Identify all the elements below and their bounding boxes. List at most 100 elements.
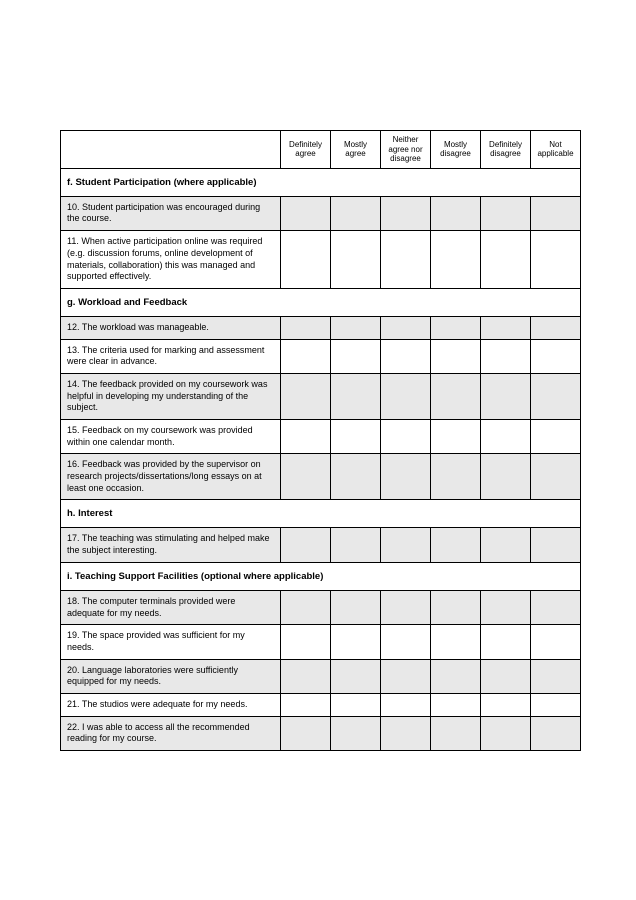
q20-c3[interactable] [381, 659, 431, 693]
row-q12: 12. The workload was manageable. [61, 316, 581, 339]
q20-c5[interactable] [481, 659, 531, 693]
q14-c5[interactable] [481, 373, 531, 419]
q15-c5[interactable] [481, 420, 531, 454]
q11-c3[interactable] [381, 231, 431, 289]
header-row: Definitely agree Mostly agree Neither ag… [61, 131, 581, 169]
q19-c6[interactable] [531, 625, 581, 659]
q15-c1[interactable] [281, 420, 331, 454]
q15-c3[interactable] [381, 420, 431, 454]
q19-c4[interactable] [431, 625, 481, 659]
q18-c2[interactable] [331, 590, 381, 624]
q14-c1[interactable] [281, 373, 331, 419]
q22-c3[interactable] [381, 716, 431, 750]
q20-c2[interactable] [331, 659, 381, 693]
q17-c3[interactable] [381, 528, 431, 562]
q13-c4[interactable] [431, 339, 481, 373]
q14-c3[interactable] [381, 373, 431, 419]
q11-c4[interactable] [431, 231, 481, 289]
q10-c4[interactable] [431, 196, 481, 230]
row-q16: 16. Feedback was provided by the supervi… [61, 454, 581, 500]
q18-c4[interactable] [431, 590, 481, 624]
row-q19: 19. The space provided was sufficient fo… [61, 625, 581, 659]
q21-c6[interactable] [531, 693, 581, 716]
q13-c5[interactable] [481, 339, 531, 373]
q16-c5[interactable] [481, 454, 531, 500]
q15-c6[interactable] [531, 420, 581, 454]
q15-c4[interactable] [431, 420, 481, 454]
q12-c5[interactable] [481, 316, 531, 339]
q11-c5[interactable] [481, 231, 531, 289]
q20-c1[interactable] [281, 659, 331, 693]
survey-table: Definitely agree Mostly agree Neither ag… [60, 130, 581, 751]
q14-c6[interactable] [531, 373, 581, 419]
q10-c5[interactable] [481, 196, 531, 230]
q22-c6[interactable] [531, 716, 581, 750]
q16-c3[interactable] [381, 454, 431, 500]
section-f: f. Student Participation (where applicab… [61, 168, 581, 196]
q21-c1[interactable] [281, 693, 331, 716]
q13-c1[interactable] [281, 339, 331, 373]
q22-c2[interactable] [331, 716, 381, 750]
q21-c2[interactable] [331, 693, 381, 716]
q20-text: 20. Language laboratories were sufficien… [61, 659, 281, 693]
q18-c1[interactable] [281, 590, 331, 624]
q21-c5[interactable] [481, 693, 531, 716]
row-q18: 18. The computer terminals provided were… [61, 590, 581, 624]
q10-c1[interactable] [281, 196, 331, 230]
q19-c2[interactable] [331, 625, 381, 659]
q19-text: 19. The space provided was sufficient fo… [61, 625, 281, 659]
q15-c2[interactable] [331, 420, 381, 454]
col-not-applicable: Not applicable [531, 131, 581, 169]
q10-c6[interactable] [531, 196, 581, 230]
q22-c5[interactable] [481, 716, 531, 750]
q12-c6[interactable] [531, 316, 581, 339]
section-i-label: i. Teaching Support Facilities (optional… [61, 562, 581, 590]
q20-c6[interactable] [531, 659, 581, 693]
q19-c5[interactable] [481, 625, 531, 659]
q16-c6[interactable] [531, 454, 581, 500]
q17-c5[interactable] [481, 528, 531, 562]
q11-c2[interactable] [331, 231, 381, 289]
row-q22: 22. I was able to access all the recomme… [61, 716, 581, 750]
col-neither: Neither agree nor disagree [381, 131, 431, 169]
q11-c6[interactable] [531, 231, 581, 289]
q16-c4[interactable] [431, 454, 481, 500]
row-q17: 17. The teaching was stimulating and hel… [61, 528, 581, 562]
q14-c4[interactable] [431, 373, 481, 419]
q13-c3[interactable] [381, 339, 431, 373]
q18-c6[interactable] [531, 590, 581, 624]
q10-c3[interactable] [381, 196, 431, 230]
q16-c1[interactable] [281, 454, 331, 500]
section-g: g. Workload and Feedback [61, 288, 581, 316]
q12-c1[interactable] [281, 316, 331, 339]
q18-c3[interactable] [381, 590, 431, 624]
q17-c4[interactable] [431, 528, 481, 562]
q17-c1[interactable] [281, 528, 331, 562]
q17-c6[interactable] [531, 528, 581, 562]
q17-c2[interactable] [331, 528, 381, 562]
q16-c2[interactable] [331, 454, 381, 500]
q12-c3[interactable] [381, 316, 431, 339]
q14-c2[interactable] [331, 373, 381, 419]
q18-c5[interactable] [481, 590, 531, 624]
col-mostly-agree: Mostly agree [331, 131, 381, 169]
q22-c1[interactable] [281, 716, 331, 750]
q13-c6[interactable] [531, 339, 581, 373]
q10-c2[interactable] [331, 196, 381, 230]
q21-c4[interactable] [431, 693, 481, 716]
q19-c3[interactable] [381, 625, 431, 659]
q12-c2[interactable] [331, 316, 381, 339]
q11-c1[interactable] [281, 231, 331, 289]
q12-c4[interactable] [431, 316, 481, 339]
q12-text: 12. The workload was manageable. [61, 316, 281, 339]
col-definitely-disagree: Definitely disagree [481, 131, 531, 169]
row-q13: 13. The criteria used for marking and as… [61, 339, 581, 373]
q20-c4[interactable] [431, 659, 481, 693]
q21-c3[interactable] [381, 693, 431, 716]
q22-c4[interactable] [431, 716, 481, 750]
q13-c2[interactable] [331, 339, 381, 373]
q11-text: 11. When active participation online was… [61, 231, 281, 289]
row-q14: 14. The feedback provided on my coursewo… [61, 373, 581, 419]
row-q21: 21. The studios were adequate for my nee… [61, 693, 581, 716]
q19-c1[interactable] [281, 625, 331, 659]
